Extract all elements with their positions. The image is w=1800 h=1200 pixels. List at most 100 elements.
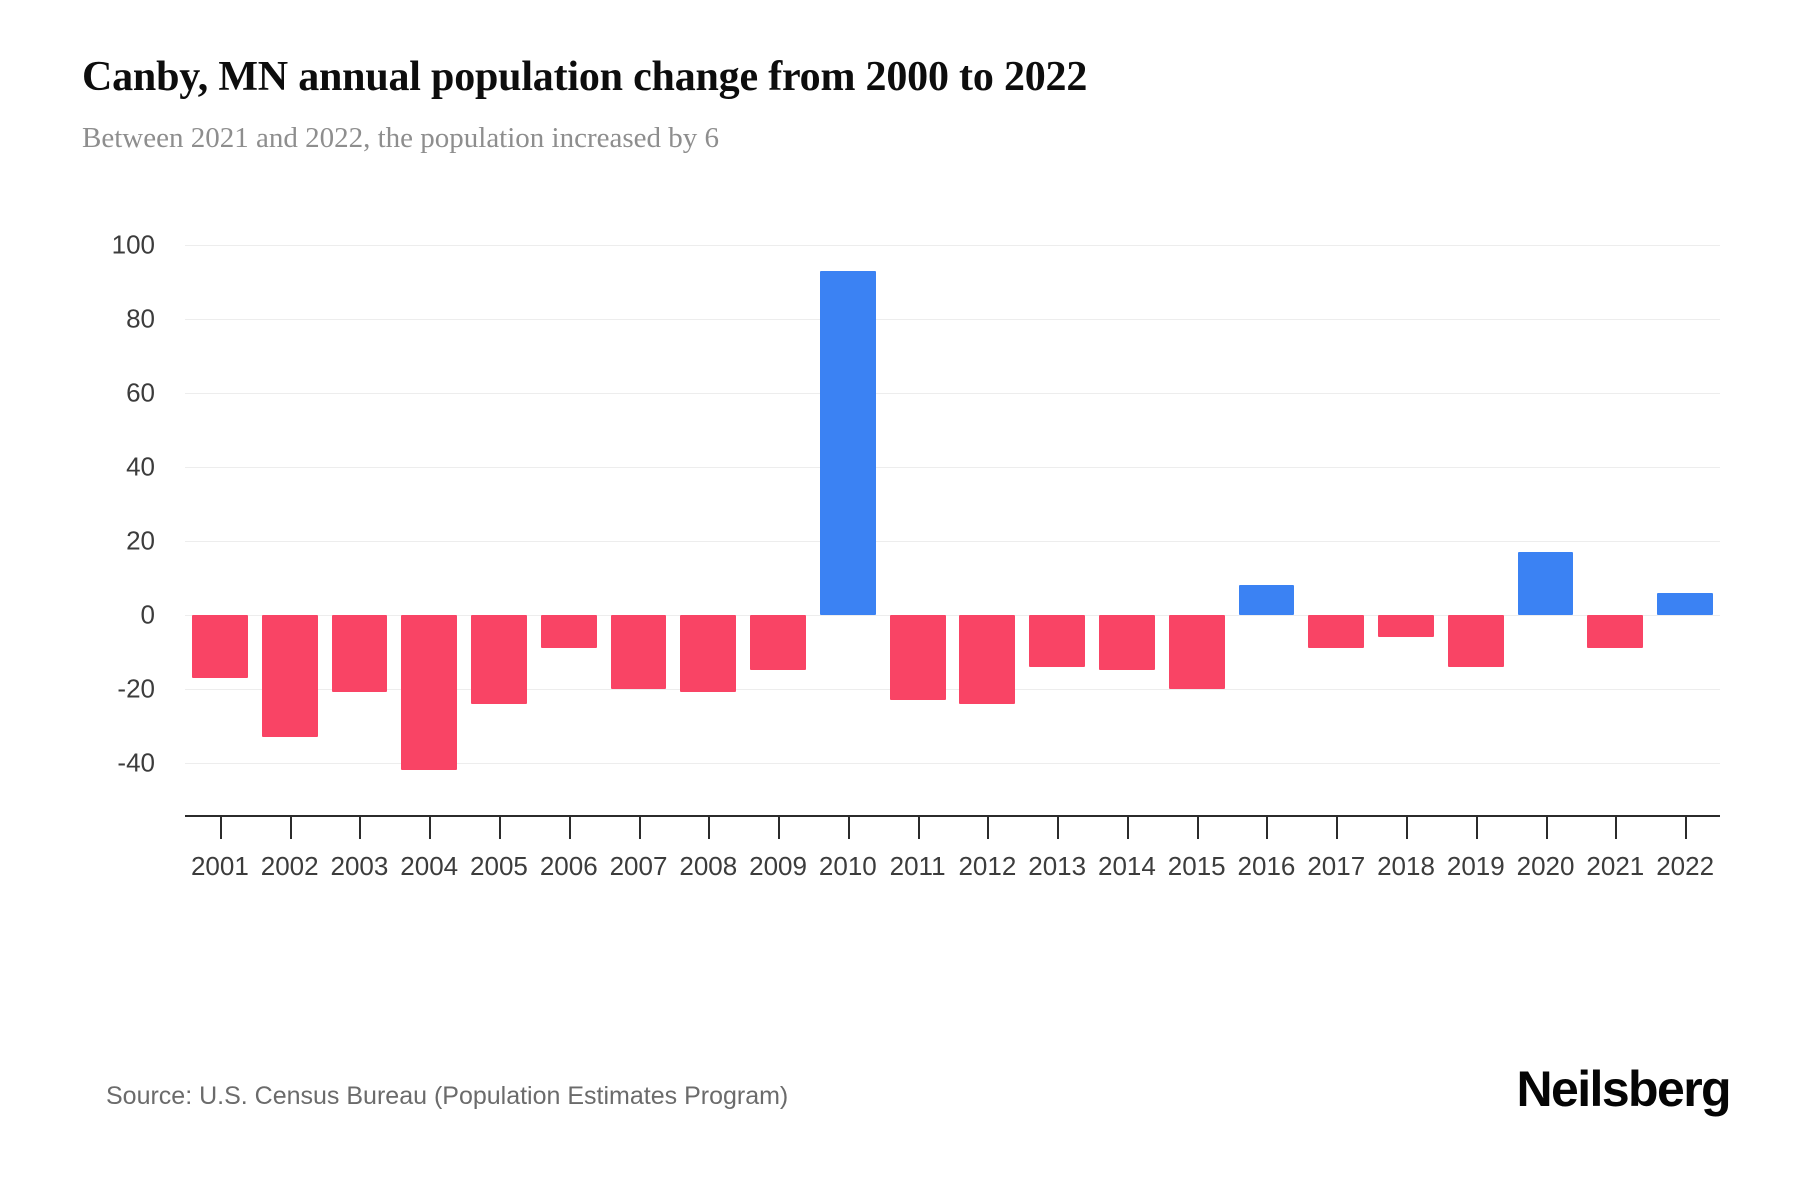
bar-2014[interactable]	[1099, 614, 1155, 671]
x-axis-label-2019: 2019	[1446, 851, 1505, 881]
x-axis-tick	[1685, 817, 1688, 839]
bar-2009[interactable]	[750, 614, 806, 671]
bar-2004[interactable]	[401, 614, 458, 771]
bar-slot	[953, 215, 1023, 785]
bar-slot	[1650, 215, 1720, 785]
x-axis-label-2020: 2020	[1516, 851, 1575, 881]
chart-header: Canby, MN annual population change from …	[82, 52, 1722, 157]
bar-2010[interactable]	[819, 270, 876, 615]
x-axis-tick	[778, 817, 781, 839]
x-axis-label-2001: 2001	[190, 851, 249, 881]
bar-slot	[185, 215, 255, 785]
x-axis-label-2021: 2021	[1586, 851, 1645, 881]
bar-slot	[1022, 215, 1092, 785]
bar-2021[interactable]	[1587, 614, 1644, 649]
bar-slot	[1441, 215, 1511, 785]
gridline-0	[185, 614, 1720, 616]
x-axis-tick	[498, 817, 501, 839]
x-axis-label-2015: 2015	[1167, 851, 1226, 881]
gridline--40	[185, 762, 1720, 764]
bar-2020[interactable]	[1517, 551, 1574, 615]
x-axis-label-2008: 2008	[679, 851, 738, 881]
bar-2019[interactable]	[1447, 614, 1504, 667]
bar-2005[interactable]	[471, 614, 527, 704]
bar-2017[interactable]	[1308, 614, 1365, 649]
bar-2001[interactable]	[191, 614, 248, 678]
x-axis-tick	[1266, 817, 1269, 839]
x-axis-label-2002: 2002	[260, 851, 319, 881]
bar-2011[interactable]	[889, 614, 946, 700]
y-axis-tick-label: 80	[126, 303, 155, 334]
x-axis-tick	[1336, 817, 1339, 839]
x-axis-tick	[1545, 817, 1548, 839]
x-axis-tick	[219, 817, 222, 839]
bar-2016[interactable]	[1238, 585, 1295, 615]
x-axis-tick	[1406, 817, 1409, 839]
x-axis-label-2017: 2017	[1307, 851, 1366, 881]
bar-2022[interactable]	[1657, 592, 1713, 615]
x-axis-label-2007: 2007	[609, 851, 668, 881]
gridline-60	[185, 392, 1720, 394]
x-axis-label-2013: 2013	[1028, 851, 1087, 881]
y-axis-tick-label: 40	[126, 451, 155, 482]
bar-2018[interactable]	[1378, 614, 1434, 637]
bar-slot	[464, 215, 534, 785]
x-axis-label-2003: 2003	[330, 851, 389, 881]
x-axis-label-2016: 2016	[1237, 851, 1296, 881]
gridline-20	[185, 540, 1720, 542]
x-axis-label-2012: 2012	[958, 851, 1017, 881]
bar-slot	[813, 215, 883, 785]
bar-2012[interactable]	[959, 614, 1016, 704]
x-axis-label-2005: 2005	[470, 851, 528, 881]
gridline--20	[185, 688, 1720, 690]
bar-slot	[1301, 215, 1371, 785]
x-axis-labels: 2001 2002 2003 2004 2005 2006 2007 2008 2009 2010…	[185, 851, 1720, 891]
bar-slot	[883, 215, 953, 785]
x-axis-tick	[1615, 817, 1618, 839]
y-axis-tick-label: 60	[126, 377, 155, 408]
x-axis-tick	[1196, 817, 1199, 839]
x-axis-line	[185, 815, 1720, 817]
bar-slot	[1232, 215, 1302, 785]
x-axis-tick	[847, 817, 850, 839]
bar-slot	[1162, 215, 1232, 785]
bar-slot	[673, 215, 743, 785]
x-axis-label-2011: 2011	[889, 851, 946, 881]
x-axis-label-2010: 2010	[818, 851, 877, 881]
x-axis-tick	[708, 817, 711, 839]
x-axis-label-2014: 2014	[1098, 851, 1156, 881]
x-axis-tick	[289, 817, 292, 839]
gridline-40	[185, 466, 1720, 468]
gridline-100	[185, 244, 1720, 246]
bar-slot	[1511, 215, 1581, 785]
x-axis-label-2022: 2022	[1656, 851, 1715, 881]
plot-area: 100 80 60 40 20 0 -20 -40 2001 2002 2003 2004 2005 2…	[0, 215, 1800, 975]
y-axis-tick-label: -20	[117, 673, 155, 704]
bar-slot	[1371, 215, 1441, 785]
x-axis-label-2018: 2018	[1377, 851, 1435, 881]
bar-slot	[325, 215, 395, 785]
x-axis-tick	[638, 817, 641, 839]
bar-slot	[534, 215, 604, 785]
bar-slot	[255, 215, 325, 785]
y-axis-tick-label: -40	[117, 747, 155, 778]
x-axis-tick	[359, 817, 362, 839]
x-axis-tick	[987, 817, 990, 839]
bar-2015[interactable]	[1168, 614, 1225, 689]
bar-slot	[1580, 215, 1650, 785]
chart-subtitle: Between 2021 and 2022, the population in…	[82, 122, 720, 154]
bar-2013[interactable]	[1029, 614, 1086, 667]
x-axis-tick	[568, 817, 571, 839]
bar-2008[interactable]	[680, 614, 737, 693]
y-axis-tick-label: 0	[140, 599, 155, 630]
brand-logo: Neilsberg	[1516, 1061, 1732, 1117]
x-axis-label-2009: 2009	[749, 851, 807, 881]
bar-2002[interactable]	[261, 614, 318, 737]
bar-2006[interactable]	[540, 614, 597, 649]
source-note: Source: U.S. Census Bureau (Population E…	[106, 1082, 789, 1110]
bar-2007[interactable]	[610, 614, 667, 689]
x-axis-tick	[1126, 817, 1129, 839]
y-axis-tick-label: 20	[126, 525, 155, 556]
bar-2003[interactable]	[331, 614, 388, 693]
x-axis-ticks	[185, 817, 1720, 839]
